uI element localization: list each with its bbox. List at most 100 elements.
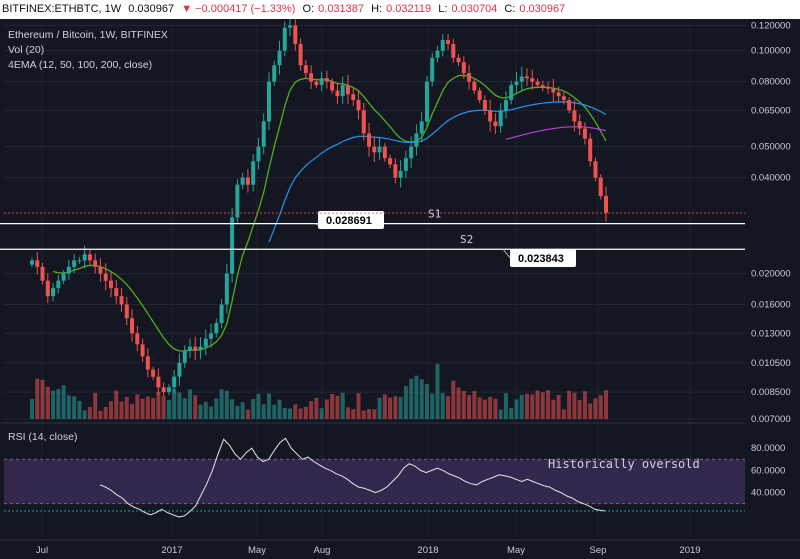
volume-bar [114,390,119,419]
candle-body [172,376,177,388]
volume-bar [172,389,177,419]
volume-bar [30,399,34,419]
volume-legend[interactable]: Vol (20) [8,44,45,56]
candle-body [72,260,77,267]
volume-bar [372,409,377,419]
price-tick-label: 0.050000 [751,142,791,153]
price-axis-bg [745,19,800,559]
volume-bar [345,407,350,419]
candle-body [108,280,113,289]
volume-bar [56,389,61,419]
volume-bar [261,404,266,419]
volume-bar [388,397,393,419]
candle-body [56,280,61,289]
volume-bar [324,399,329,419]
candle-body [303,65,308,74]
callout-value: 0.023843 [518,253,564,265]
candle-body [361,110,366,134]
volume-bar [340,392,345,419]
candle-body [98,266,103,274]
volume-bar [498,409,503,419]
candle-body [414,133,419,147]
candle-body [567,100,572,111]
candle-body [51,288,56,297]
volume-bar [467,395,472,419]
candle-body [393,164,398,178]
volume-bar [393,396,398,419]
candle-body [514,81,519,86]
candle-body [266,81,271,122]
candle-body [530,78,535,82]
volume-bar [403,386,408,419]
volume-bar [398,397,403,419]
candle-body [519,76,524,82]
candle-body [546,86,551,89]
volume-bar [214,398,219,419]
price-chart[interactable]: 0.0286910.028691S10.0238430.023843S20.03… [0,19,800,559]
volume-bar [598,395,603,419]
volume-bar [582,391,587,419]
candle-body [409,146,414,159]
volume-bar [51,390,56,419]
candle-body [388,158,393,165]
volume-bar [87,407,92,419]
candle-body [498,110,503,127]
candle-body [314,81,319,86]
candle-body [556,92,561,97]
volume-bar [40,379,45,419]
oversold-annotation: Historically oversold [548,457,700,471]
open-value: 0.031387 [318,3,365,15]
candle-body [235,184,240,218]
candle-body [403,158,408,171]
candle-body [93,260,98,267]
volume-bar [482,399,487,419]
candle-body [551,88,556,93]
volume-bar [351,409,356,419]
volume-bar [282,407,287,419]
candle-body [251,161,256,185]
time-axis[interactable]: Jul 2017 May Aug 2018 May Sep 2019 [0,539,800,556]
volume-bar [561,409,566,419]
volume-bar [198,404,203,419]
volume-bar [472,391,477,419]
volume-bar [414,375,419,419]
symbol-label[interactable]: BITFINEX:ETHBTC, 1W [2,3,122,15]
volume-bar [266,393,271,419]
volume-bar [303,406,308,419]
volume-bar [177,392,182,419]
candle-body [209,333,214,339]
volume-bar [35,378,40,419]
close-label: C: [504,3,516,15]
candle-body [588,138,593,162]
candle-body [219,304,224,323]
price-tick-label: 0.100000 [751,46,791,57]
candle-body [66,266,71,274]
volume-bar [551,399,556,419]
candle-body [577,121,582,129]
candle-body [214,322,219,334]
price-axis[interactable]: 0.120000 0.100000 0.080000 0.065000 0.050000… [745,19,800,559]
rsi-tick-label: 60.0000 [751,465,785,476]
ema-100-line [505,126,607,140]
candle-body [324,78,329,82]
ema-legend[interactable]: 4EMA (12, 50, 100, 200, close) [8,59,153,71]
candle-body [293,25,298,44]
candle-body [103,273,108,281]
rsi-legend[interactable]: RSI (14, close) [8,431,78,443]
candle-body [482,100,487,111]
volume-bar [577,400,582,419]
volume-bar [166,399,171,419]
chart-title-legend[interactable]: Ethereum / Bitcoin, 1W, BITFINEX [8,29,168,41]
candle-body [451,43,456,58]
volume-bar [187,389,192,419]
volume-bar [61,385,66,419]
candle-body [319,78,324,86]
close-value: 0.030967 [519,3,566,15]
volume-bar [361,410,366,419]
volume-bar [503,393,508,419]
time-tick-label: Sep [590,545,607,556]
volume-bar [240,402,245,419]
ema-12-line [52,74,607,352]
candle-body [435,50,440,58]
volume-bar [293,404,298,419]
